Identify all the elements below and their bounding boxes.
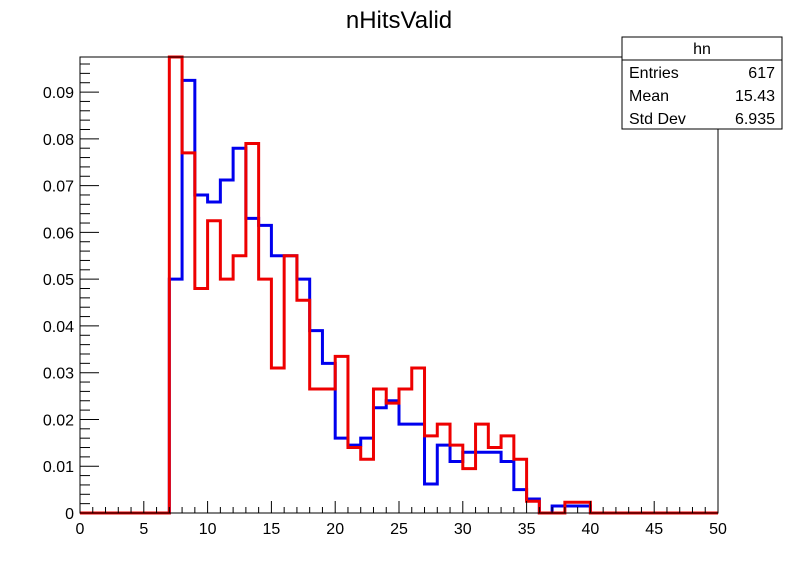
- y-tick-label: 0.05: [43, 272, 74, 289]
- x-tick-label: 20: [326, 521, 344, 538]
- chart-title: nHitsValid: [346, 7, 452, 34]
- x-tick-label: 35: [518, 521, 536, 538]
- y-tick-label: 0.01: [43, 459, 74, 476]
- x-tick-label: 0: [76, 521, 85, 538]
- x-tick-label: 40: [582, 521, 600, 538]
- stats-box-title: hn: [693, 41, 711, 58]
- y-tick-label: 0: [65, 506, 74, 523]
- stats-entries-value: 617: [748, 65, 775, 82]
- y-tick-label: 0.03: [43, 366, 74, 383]
- x-tick-label: 50: [709, 521, 727, 538]
- x-tick-label: 30: [454, 521, 472, 538]
- stats-box: hn Entries 617 Mean 15.43 Std Dev 6.935: [621, 36, 783, 130]
- stats-entries-label: Entries: [629, 65, 679, 82]
- x-tick-label: 15: [263, 521, 281, 538]
- y-tick-label: 0.04: [43, 319, 74, 336]
- x-tick-label: 45: [645, 521, 663, 538]
- y-axis: 0 0.01 0.02 0.03 0.04 0.05 0.06 0.07 0.08 0.09: [43, 63, 99, 523]
- y-tick-label: 0.08: [43, 132, 74, 149]
- y-tick-label: 0.07: [43, 179, 74, 196]
- x-tick-label: 5: [139, 521, 148, 538]
- x-tick-label: 25: [390, 521, 408, 538]
- stats-mean-value: 15.43: [735, 88, 775, 105]
- x-tick-label: 10: [199, 521, 217, 538]
- y-tick-label: 0.06: [43, 225, 74, 242]
- y-tick-label: 0.09: [43, 85, 74, 102]
- stats-stddev-label: Std Dev: [629, 111, 686, 128]
- stats-box-frame: [621, 36, 783, 130]
- x-axis: 0 5 10 15 20 25 30 35 40 45 50: [76, 501, 727, 538]
- stats-mean-label: Mean: [629, 88, 669, 105]
- y-tick-label: 0.02: [43, 412, 74, 429]
- stats-stddev-value: 6.935: [735, 111, 775, 128]
